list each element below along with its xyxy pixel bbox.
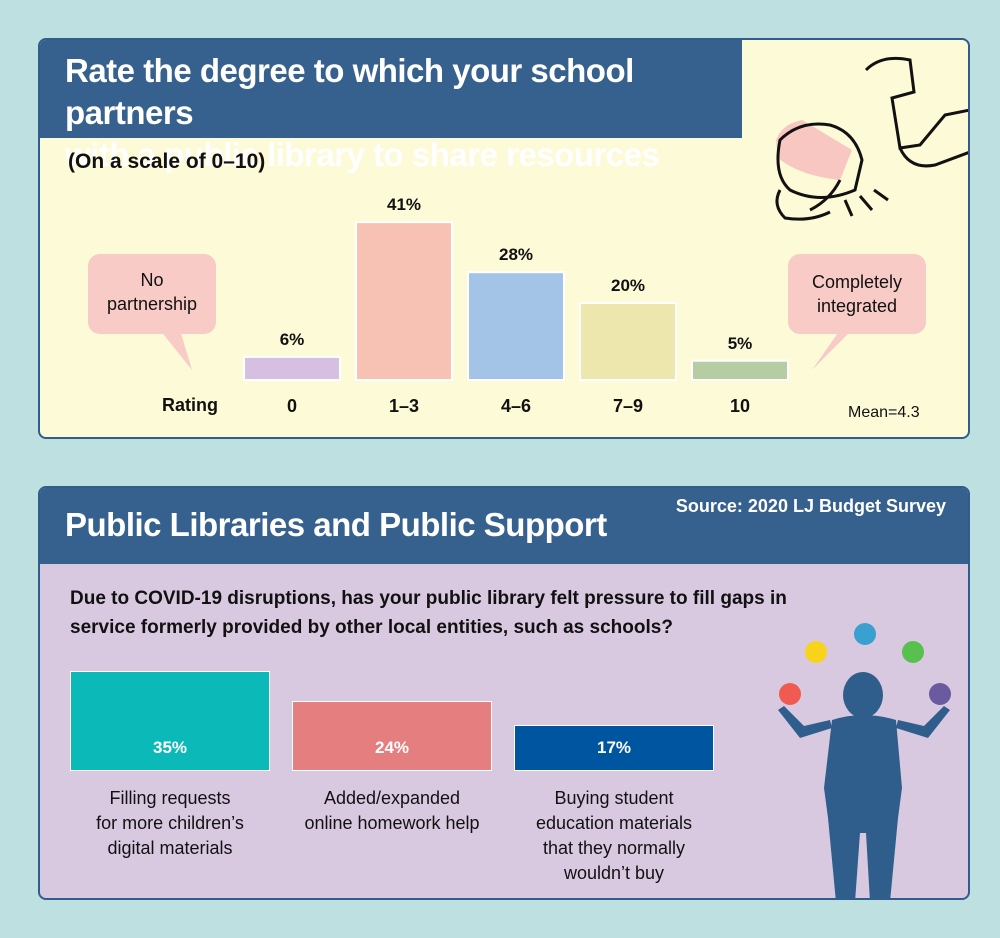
ball-green-icon (902, 641, 924, 663)
ball-red-icon (779, 683, 801, 705)
pressure-bar-caption-0: Filling requests for more children’s digit… (96, 788, 244, 858)
pressure-bar-caption-2: Buying student education materials that th… (535, 788, 693, 883)
pressure-bar-caption-1: Added/expanded online homework help (304, 788, 480, 833)
rating-tick-0: 0 (287, 396, 297, 416)
panel1-title: Rate the degree to which your school par… (40, 40, 742, 173)
bubble-right-line2: integrated (816, 296, 898, 316)
mean-annotation: Mean=4.3 (848, 404, 920, 421)
pressure-bar-label-2: 17% (596, 738, 632, 757)
rating-bar-label-4: 5% (728, 334, 753, 353)
rating-axis-label: Rating (162, 395, 218, 415)
rating-tick-4: 10 (730, 396, 750, 416)
rating-bar-label-1: 41% (387, 195, 421, 214)
panel1-title-line1: Rate the degree to which your school par… (65, 52, 634, 131)
person-icon (778, 672, 950, 898)
rating-tick-2: 4–6 (501, 396, 531, 416)
ball-purple-icon (929, 683, 951, 705)
juggler-illustration (778, 623, 951, 898)
source-note: Source: 2020 LJ Budget Survey (675, 496, 946, 516)
pressure-bar-2: 17% (514, 725, 714, 771)
bubble-right-line1: Completely (811, 272, 903, 292)
panel2-header: Public Libraries and Public Support Sour… (40, 488, 968, 564)
pressure-bar-label-0: 35% (152, 738, 188, 757)
rating-bar-label-0: 6% (280, 330, 305, 349)
rating-bar-chart: 6% 0 41% 1–3 28% 4–6 20% 7–9 5% 10 (160, 56, 968, 416)
completely-integrated-bubble: Completely integrated (788, 254, 926, 334)
rating-bar-label-2: 28% (499, 245, 533, 264)
pressure-bar-1: 24% (292, 701, 492, 771)
bubble-right-tail (812, 330, 852, 370)
partnership-panel: Rate the degree to which your school par… (38, 38, 970, 439)
rating-bar-1 (355, 221, 453, 381)
bubble-left-line1: No (140, 270, 164, 290)
panel2-title: Public Libraries and Public Support (65, 506, 607, 543)
ball-yellow-icon (805, 641, 827, 663)
rating-bar-0 (243, 355, 341, 381)
panel1-title-line2: with a public library to share resources (65, 136, 660, 173)
no-partnership-bubble: No partnership (88, 254, 216, 334)
rating-bar-3 (579, 302, 677, 381)
pressure-bar-label-1: 24% (374, 738, 410, 757)
pressure-bar-0: 35% (70, 671, 270, 771)
survey-question: Due to COVID-19 disruptions, has your pu… (70, 588, 787, 638)
rating-tick-1: 1–3 (389, 396, 419, 416)
rating-bar-2 (467, 271, 565, 381)
rating-bar-label-3: 20% (611, 276, 645, 295)
rating-tick-3: 7–9 (613, 396, 643, 416)
handshake-illustration (775, 56, 968, 221)
scale-subtitle: (On a scale of 0–10) (68, 150, 266, 173)
public-support-panel: Public Libraries and Public Support Sour… (38, 486, 970, 900)
ball-blue-icon (854, 623, 876, 645)
rating-bar-4 (691, 359, 789, 381)
bubble-left-line2: partnership (106, 294, 198, 314)
bubble-left-tail (160, 330, 192, 370)
